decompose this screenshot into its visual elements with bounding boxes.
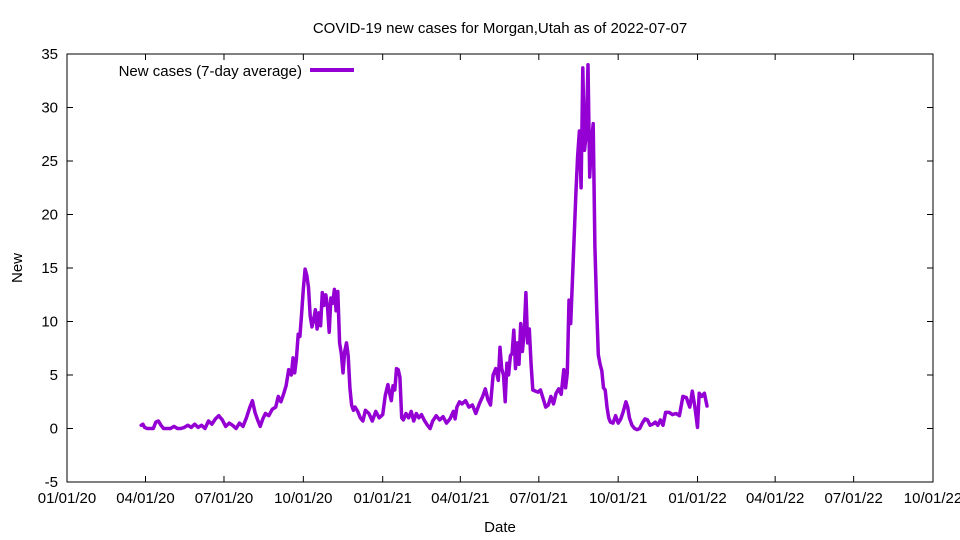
x-tick-label: 07/01/21 <box>510 490 568 507</box>
legend: New cases (7-day average) <box>119 63 354 80</box>
x-tick-label: 01/01/22 <box>668 490 726 507</box>
x-tick-label: 04/01/20 <box>116 490 174 507</box>
y-tick-label: 25 <box>41 153 58 170</box>
y-tick-label: 30 <box>41 100 58 117</box>
y-tick-label: 35 <box>41 46 58 63</box>
y-axis-label: New <box>9 253 26 283</box>
x-tick-label: 01/01/21 <box>353 490 411 507</box>
x-tick-label: 04/01/21 <box>431 490 489 507</box>
x-tick-label: 10/01/22 <box>904 490 960 507</box>
y-tick-label: 10 <box>41 314 58 331</box>
y-tick-label: -5 <box>45 474 58 491</box>
x-tick-label: 10/01/21 <box>589 490 647 507</box>
x-tick-label: 10/01/20 <box>274 490 332 507</box>
series-layer <box>139 62 709 432</box>
legend-label: New cases (7-day average) <box>119 63 302 80</box>
series-line <box>139 62 709 432</box>
plot-frame <box>66 53 934 483</box>
y-tick-label: 20 <box>41 207 58 224</box>
axis-ticks: -5 0 5 10 15 20 25 30 35 01/01/20 04/01/20 07/01/20… <box>38 46 960 507</box>
chart-title: COVID-19 new cases for Morgan,Utah as of… <box>313 20 687 37</box>
x-tick-label: 07/01/20 <box>195 490 253 507</box>
y-tick-label: 5 <box>50 367 58 384</box>
x-axis-label: Date <box>484 519 516 536</box>
x-tick-label: 07/01/22 <box>824 490 882 507</box>
y-tick-label: 15 <box>41 260 58 277</box>
x-tick-label: 01/01/20 <box>38 490 96 507</box>
x-tick-label: 04/01/22 <box>746 490 804 507</box>
y-tick-label: 0 <box>50 421 58 438</box>
